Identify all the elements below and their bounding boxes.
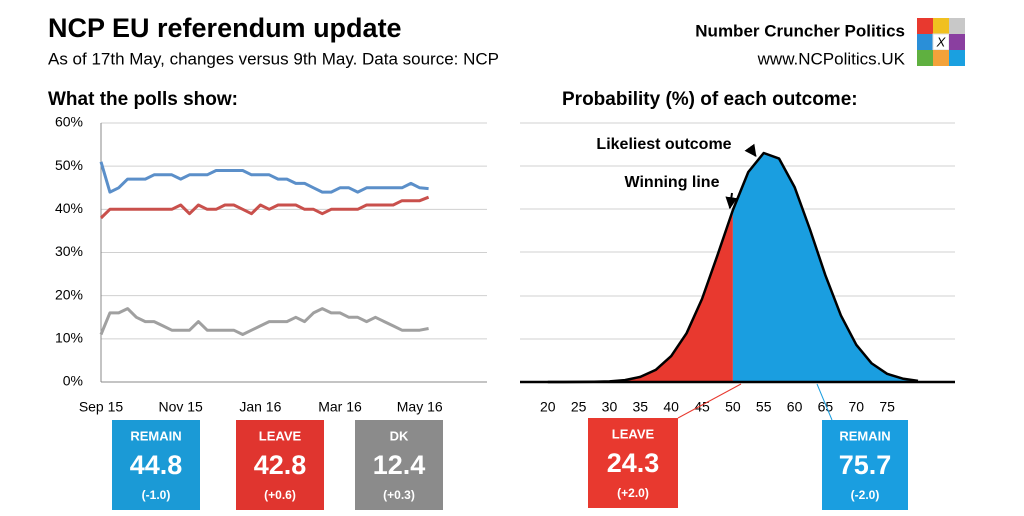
x-tick-label: 20 — [540, 399, 556, 415]
outcome-box — [822, 420, 908, 510]
legend-box — [236, 420, 324, 510]
annotation-arrow — [744, 143, 757, 157]
legend-value: 44.8 — [130, 450, 183, 480]
x-tick-label: 40 — [663, 399, 679, 415]
x-tick-label: 25 — [571, 399, 587, 415]
brand-logo: X — [917, 18, 965, 66]
x-tick-label: 30 — [602, 399, 618, 415]
x-tick-label: Sep 15 — [79, 399, 124, 415]
outcome-area — [732, 153, 918, 382]
legend-change: (-1.0) — [142, 488, 171, 502]
x-tick-label: 50 — [725, 399, 741, 415]
y-tick-label: 60% — [55, 114, 83, 130]
annotation-arrow — [725, 192, 738, 210]
y-tick-label: 30% — [55, 243, 83, 259]
x-tick-label: 45 — [694, 399, 710, 415]
page-subtitle: As of 17th May, changes versus 9th May. … — [48, 49, 499, 68]
series-line — [99, 307, 429, 336]
legend-label: LEAVE — [259, 428, 302, 443]
x-tick-label: 35 — [633, 399, 649, 415]
outcome-label: REMAIN — [839, 428, 890, 443]
distribution-curve — [547, 151, 919, 384]
legend-change: (+0.3) — [383, 488, 415, 502]
legend-change: (+0.6) — [264, 488, 296, 502]
outcome-value: 24.3 — [607, 448, 660, 478]
annotation: Winning line — [625, 174, 720, 191]
y-tick-label: 10% — [55, 330, 83, 346]
x-tick-label: Nov 15 — [158, 399, 203, 415]
legend-value: 42.8 — [254, 450, 307, 480]
y-tick-label: 40% — [55, 200, 83, 216]
x-tick-label: Mar 16 — [318, 399, 362, 415]
logo-mark: X — [936, 34, 947, 49]
brand-name: Number Cruncher Politics — [695, 21, 905, 40]
outcome-box — [588, 418, 678, 508]
chart-title: Probability (%) of each outcome: — [562, 89, 858, 110]
series-line — [99, 195, 430, 220]
outcome-change: (+2.0) — [617, 486, 649, 500]
x-tick-label: May 16 — [397, 399, 443, 415]
outcome-label: LEAVE — [612, 426, 655, 441]
legend-box — [112, 420, 200, 510]
x-tick-label: 60 — [787, 399, 803, 415]
outcome-change: (-2.0) — [851, 488, 880, 502]
legend-box — [355, 420, 443, 510]
series-line — [99, 161, 429, 194]
brand-url: www.NCPolitics.UK — [757, 49, 906, 68]
annotation: Likeliest outcome — [596, 136, 731, 153]
legend-label: REMAIN — [130, 428, 181, 443]
x-tick-label: 75 — [879, 399, 895, 415]
y-tick-label: 20% — [55, 286, 83, 302]
legend-value: 12.4 — [373, 450, 426, 480]
outcome-value: 75.7 — [839, 450, 892, 480]
connector — [816, 383, 833, 421]
y-tick-label: 50% — [55, 157, 83, 173]
x-tick-label: 65 — [818, 399, 834, 415]
y-tick-label: 0% — [63, 373, 83, 389]
outcome-area — [547, 210, 733, 382]
x-tick-label: 70 — [848, 399, 864, 415]
x-tick-label: 55 — [756, 399, 772, 415]
legend-label: DK — [390, 428, 409, 443]
x-tick-label: Jan 16 — [239, 399, 281, 415]
chart-title: What the polls show: — [48, 89, 238, 110]
page-title: NCP EU referendum update — [48, 13, 402, 43]
connector — [677, 383, 742, 419]
